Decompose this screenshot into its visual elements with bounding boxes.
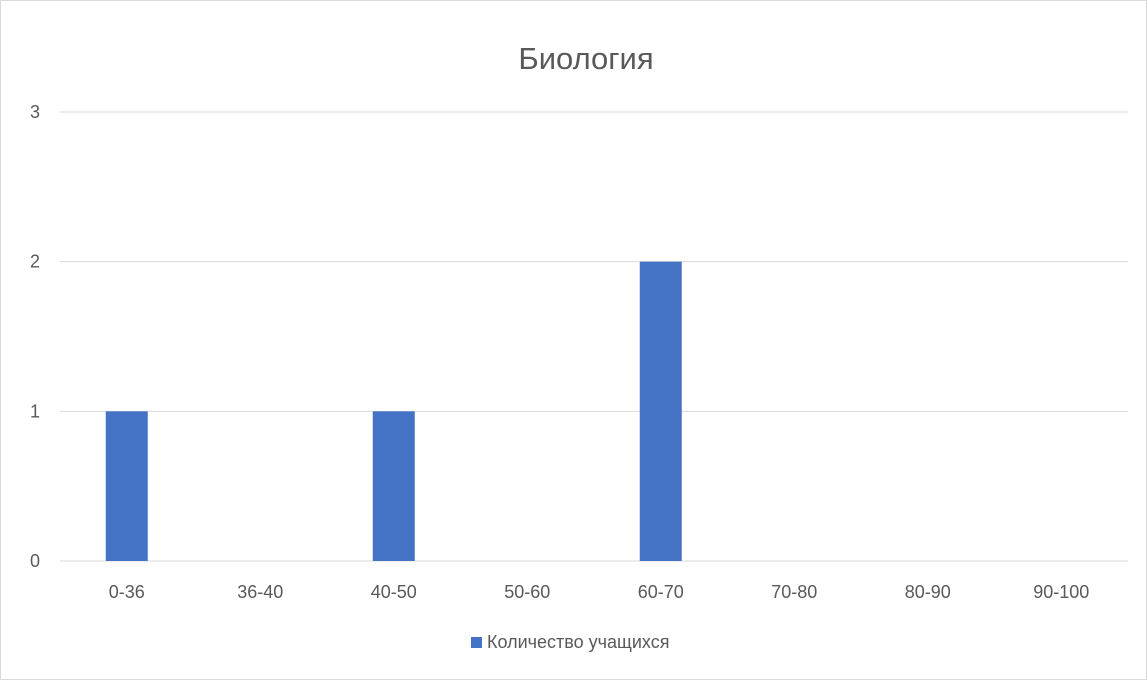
y-tick-label: 1 xyxy=(30,401,40,421)
chart-title: Биология xyxy=(518,41,653,76)
x-tick-label: 40-50 xyxy=(371,582,417,602)
y-tick-label: 0 xyxy=(30,551,40,571)
legend: Количество учащихся xyxy=(471,632,669,652)
x-tick-label: 60-70 xyxy=(638,582,684,602)
x-tick-label: 90-100 xyxy=(1033,582,1089,602)
y-axis-ticks: 0 1 2 3 xyxy=(30,102,40,571)
x-tick-label: 0-36 xyxy=(109,582,145,602)
x-tick-label: 50-60 xyxy=(504,582,550,602)
bar xyxy=(372,411,415,561)
legend-swatch xyxy=(471,637,482,648)
bars xyxy=(105,261,682,561)
bar xyxy=(639,261,682,561)
x-axis-ticks: 0-36 36-40 40-50 50-60 60-70 70-80 80-90 90-100 xyxy=(109,582,1090,602)
y-tick-label: 3 xyxy=(30,102,40,122)
bar xyxy=(105,411,148,561)
x-tick-label: 80-90 xyxy=(905,582,951,602)
gridlines xyxy=(60,111,1128,562)
legend-label: Количество учащихся xyxy=(487,632,669,652)
x-tick-label: 70-80 xyxy=(771,582,817,602)
x-tick-label: 36-40 xyxy=(237,582,283,602)
y-tick-label: 2 xyxy=(30,252,40,272)
